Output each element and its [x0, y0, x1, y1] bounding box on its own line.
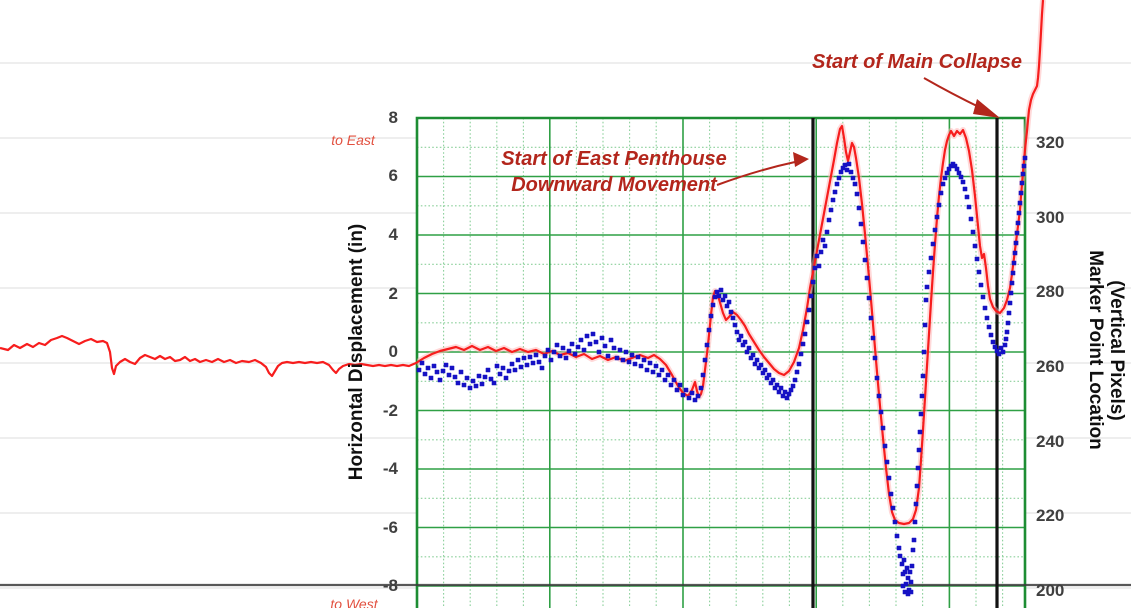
right-tick-label: 300	[1036, 208, 1065, 227]
penthouse-arrow	[716, 161, 796, 186]
blue-marker-dots	[416, 155, 1028, 597]
left-tick-label: -6	[382, 518, 398, 537]
left-tick-label: 6	[388, 166, 398, 185]
penthouse-annotation-line1: Start of East Penthouse	[501, 148, 727, 170]
penthouse-annotation-line2: Downward Movement	[511, 174, 717, 196]
right-axis-title-line2: (Vertical Pixels)	[1106, 279, 1127, 421]
right-tick-label: 200	[1036, 581, 1065, 600]
penthouse-annotation: Start of East Penthouse Downward Movemen…	[501, 146, 727, 198]
penthouse-arrow-head	[793, 152, 809, 167]
main-collapse-annotation: Start of Main Collapse	[811, 51, 1023, 73]
left-tick-label: 0	[388, 342, 398, 361]
main-collapse-arrow	[923, 77, 982, 109]
right-tick-label: 240	[1036, 432, 1065, 451]
right-axis-title-line1: Marker Point Location	[1085, 250, 1106, 450]
right-tick-label: 280	[1036, 282, 1065, 301]
annotation-arrows	[716, 77, 1000, 186]
to-west-label: to West	[330, 596, 378, 608]
right-tick-label: 320	[1036, 133, 1065, 152]
left-tick-label: 2	[388, 284, 398, 303]
left-tick-label: 4	[388, 225, 398, 244]
right-axis-title: Marker Point Location (Vertical Pixels)	[1085, 250, 1127, 450]
right-tick-label: 220	[1036, 506, 1065, 525]
left-tick-label: -8	[382, 576, 398, 595]
chart-plot-background	[417, 118, 1025, 608]
main-collapse-arrow-head	[973, 99, 1000, 118]
left-tick-label: -4	[382, 459, 398, 478]
left-tick-label: -2	[382, 401, 398, 420]
left-tick-label: 8	[388, 108, 398, 127]
left-axis-title: Horizontal Displacement (in)	[346, 223, 367, 481]
to-east-label: to East	[331, 132, 375, 148]
right-tick-label: 260	[1036, 357, 1065, 376]
